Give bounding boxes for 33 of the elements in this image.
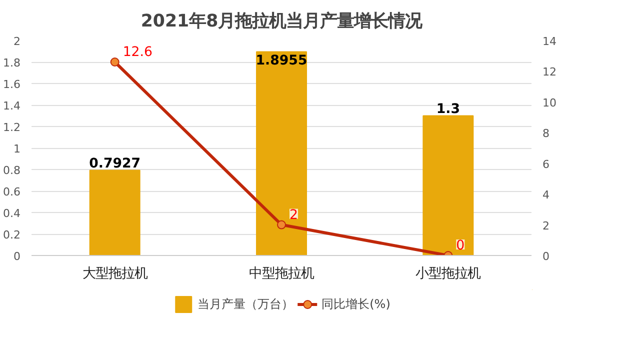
legend-label: 同比增长(%) xyxy=(322,296,390,312)
y-tick-label: 0 xyxy=(14,250,20,263)
chart-title: 2021年8月拖拉机当月产量增长情况 xyxy=(140,12,424,32)
bar xyxy=(422,115,474,256)
y2-tick-label: 14 xyxy=(542,35,556,48)
x-tick-label: 小型拖拉机 xyxy=(416,266,481,282)
y2-tick-label: 12 xyxy=(542,66,556,79)
bar xyxy=(89,170,140,256)
data-label: 0.7927 xyxy=(89,156,141,172)
y-tick-label: 1.8 xyxy=(3,56,21,70)
legend-label: 当月产量（万台） xyxy=(198,296,294,312)
y-tick-label: 0.6 xyxy=(3,186,21,198)
data-label: 1.3 xyxy=(436,102,460,117)
y-tick-label: 0.4 xyxy=(3,207,21,220)
y-tick-label: 2 xyxy=(14,35,20,48)
y-tick-label: 0.8 xyxy=(3,164,21,177)
y2-tick-label: 2 xyxy=(542,219,550,232)
y-tick-label: 0.2 xyxy=(3,228,21,242)
x-tick-label: 中型拖拉机 xyxy=(249,266,314,282)
y2-tick-label: 4 xyxy=(542,188,550,202)
y2-tick-label: 8 xyxy=(542,127,550,140)
y2-tick-label: 10 xyxy=(542,96,556,110)
data-label: 1.8955 xyxy=(256,54,308,69)
x-tick-label: 大型拖拉机 xyxy=(82,266,148,282)
y-tick-label: 1.4 xyxy=(3,100,21,112)
y2-tick-label: 0 xyxy=(542,250,550,263)
y-tick-label: 1.2 xyxy=(3,121,21,134)
data-label: 12.6 xyxy=(122,45,153,60)
y-tick-label: 1 xyxy=(14,142,20,156)
y-tick-label: 1.6 xyxy=(3,78,21,91)
bar xyxy=(256,51,307,256)
y2-tick-label: 6 xyxy=(542,158,550,171)
data-label: 2 xyxy=(290,208,298,223)
